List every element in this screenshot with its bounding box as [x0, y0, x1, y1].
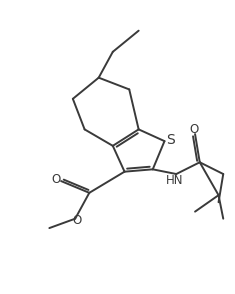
- Text: O: O: [72, 214, 82, 227]
- Text: O: O: [51, 173, 61, 186]
- Text: O: O: [189, 123, 199, 136]
- Text: S: S: [166, 133, 175, 147]
- Text: HN: HN: [166, 174, 184, 187]
